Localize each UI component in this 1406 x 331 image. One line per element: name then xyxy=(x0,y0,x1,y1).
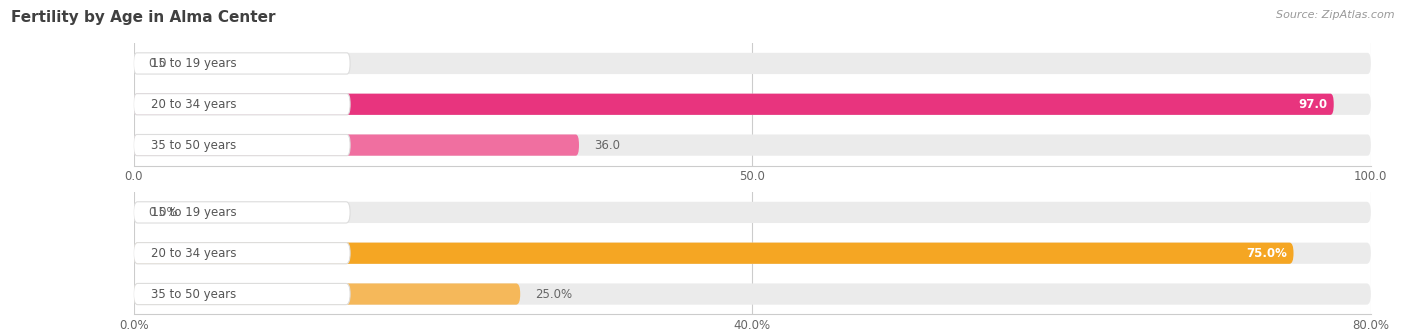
FancyBboxPatch shape xyxy=(134,283,1371,305)
FancyBboxPatch shape xyxy=(134,134,1371,156)
FancyBboxPatch shape xyxy=(134,134,350,156)
Text: 35 to 50 years: 35 to 50 years xyxy=(150,139,236,152)
FancyBboxPatch shape xyxy=(134,202,1371,223)
Text: 97.0: 97.0 xyxy=(1298,98,1327,111)
FancyBboxPatch shape xyxy=(134,134,579,156)
Text: Source: ZipAtlas.com: Source: ZipAtlas.com xyxy=(1277,10,1395,20)
FancyBboxPatch shape xyxy=(134,243,1294,264)
Text: 35 to 50 years: 35 to 50 years xyxy=(150,288,236,301)
Text: 36.0: 36.0 xyxy=(593,139,620,152)
FancyBboxPatch shape xyxy=(134,283,350,305)
Text: Fertility by Age in Alma Center: Fertility by Age in Alma Center xyxy=(11,10,276,25)
Text: 20 to 34 years: 20 to 34 years xyxy=(150,98,236,111)
Text: 75.0%: 75.0% xyxy=(1247,247,1288,260)
Text: 25.0%: 25.0% xyxy=(536,288,572,301)
FancyBboxPatch shape xyxy=(134,94,1371,115)
FancyBboxPatch shape xyxy=(134,94,350,115)
Text: 15 to 19 years: 15 to 19 years xyxy=(150,206,236,219)
FancyBboxPatch shape xyxy=(134,283,520,305)
FancyBboxPatch shape xyxy=(134,202,350,223)
FancyBboxPatch shape xyxy=(134,243,350,264)
FancyBboxPatch shape xyxy=(134,94,1334,115)
Text: 0.0: 0.0 xyxy=(149,57,167,70)
FancyBboxPatch shape xyxy=(134,53,350,74)
Text: 20 to 34 years: 20 to 34 years xyxy=(150,247,236,260)
FancyBboxPatch shape xyxy=(134,243,1371,264)
Text: 0.0%: 0.0% xyxy=(149,206,179,219)
FancyBboxPatch shape xyxy=(134,53,1371,74)
Text: 15 to 19 years: 15 to 19 years xyxy=(150,57,236,70)
